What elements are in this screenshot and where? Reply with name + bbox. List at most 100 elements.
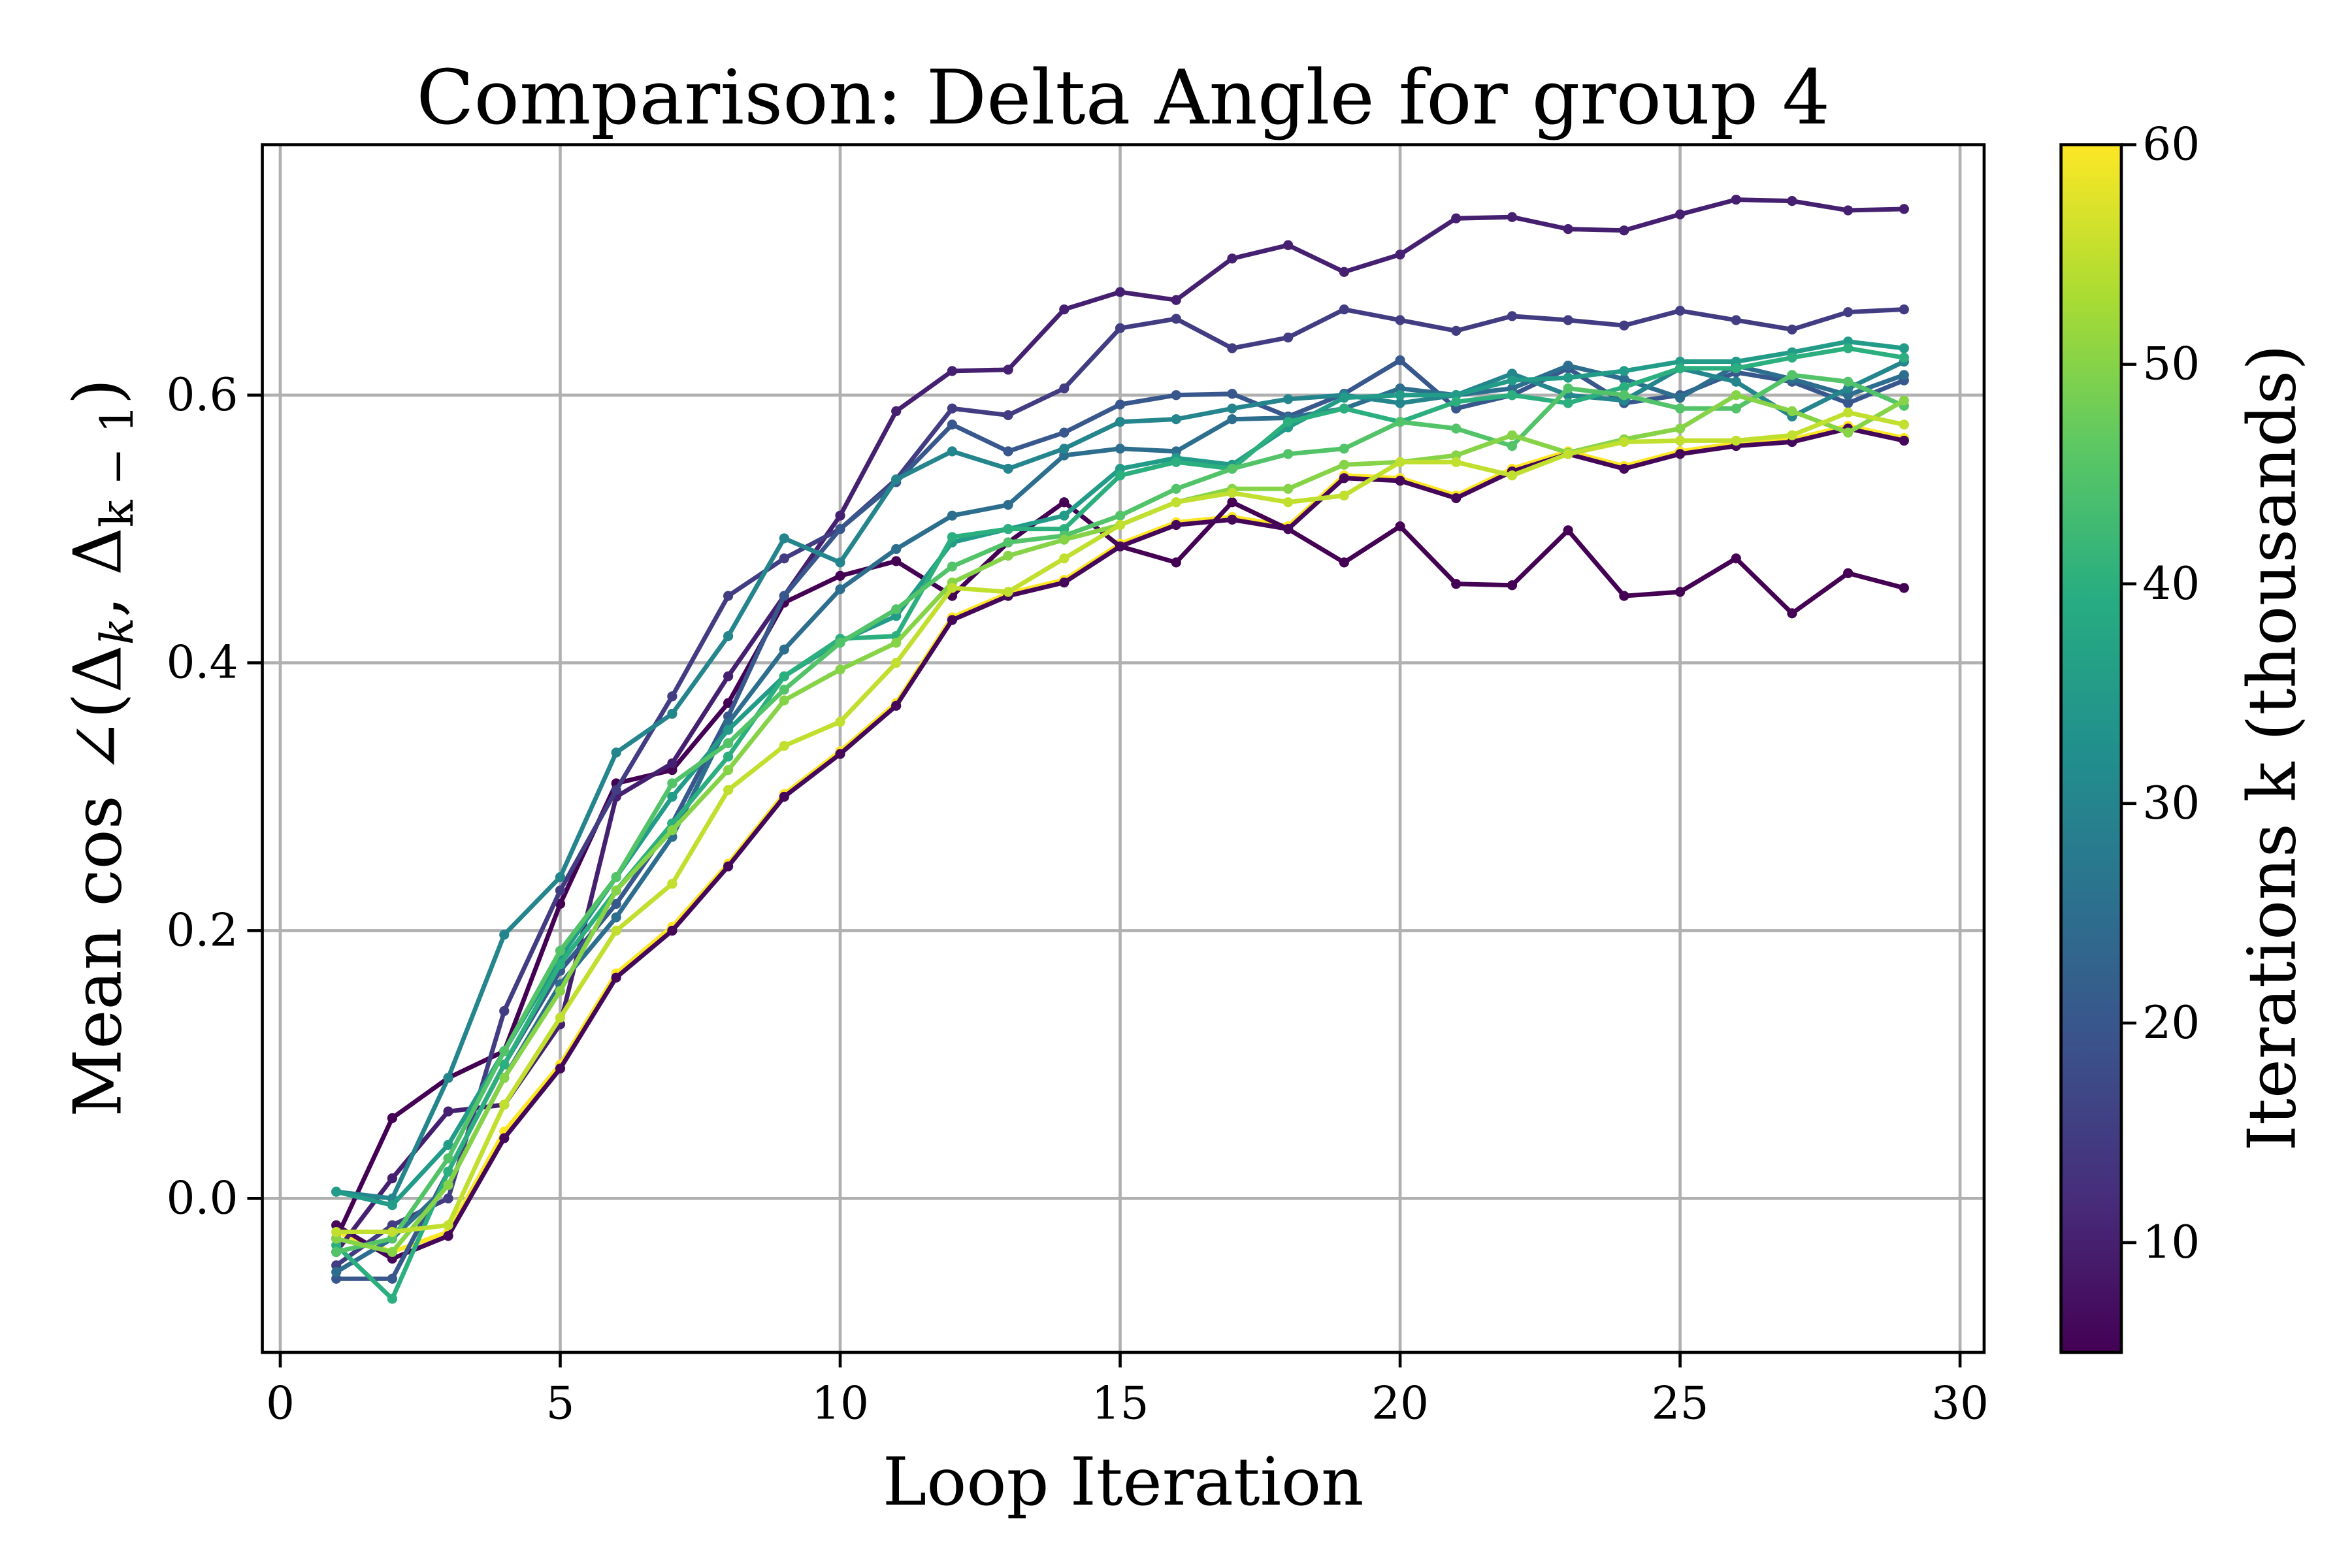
colorbar-tick-label: 10 [2142, 1217, 2200, 1269]
data-point [1339, 304, 1349, 315]
data-point [387, 1173, 397, 1184]
data-point [947, 532, 958, 542]
data-point [1395, 355, 1405, 366]
data-point [331, 1186, 342, 1197]
data-point [1227, 514, 1237, 525]
y-label-part: , Δ [59, 527, 137, 617]
x-tick-label: 20 [1371, 1378, 1429, 1430]
data-point [1563, 315, 1573, 325]
data-point [499, 1046, 510, 1056]
data-point [1227, 414, 1237, 425]
data-point [779, 791, 789, 802]
data-point [1339, 473, 1349, 483]
data-point [891, 657, 902, 668]
data-point [555, 898, 566, 909]
data-point [1227, 403, 1237, 414]
data-point [1059, 553, 1070, 564]
data-point [1059, 427, 1070, 438]
data-point [947, 403, 958, 414]
data-point [1115, 519, 1126, 531]
data-point [1003, 551, 1013, 561]
data-point [1563, 372, 1573, 383]
colorbar-tick-label: 50 [2142, 338, 2200, 391]
data-point [779, 533, 789, 544]
data-point [555, 1063, 566, 1074]
data-point [1563, 224, 1573, 235]
y-tick-label: 0.4 [167, 637, 238, 689]
data-point [443, 1106, 453, 1117]
data-point [1843, 407, 1854, 418]
colorbar [2059, 143, 2123, 1354]
data-point [499, 1005, 510, 1017]
y-tick-label: 0.0 [167, 1172, 238, 1224]
data-point [1339, 267, 1349, 277]
data-point [1674, 423, 1686, 434]
data-point [667, 879, 678, 889]
data-point [1339, 403, 1349, 414]
data-point [1171, 295, 1181, 305]
data-point [891, 700, 902, 711]
y-axis-label: Mean cos ∠(Δk, Δk − 1) [59, 379, 144, 1117]
data-point [443, 1231, 453, 1241]
x-tick-label: 10 [811, 1378, 869, 1430]
data-point [1899, 435, 1909, 446]
data-point [1674, 306, 1686, 316]
data-point [1619, 591, 1629, 601]
colorbar-ticks: 10 20 30 40 50 60 [2121, 119, 2200, 1269]
data-point [1003, 410, 1013, 421]
data-point [1674, 403, 1686, 414]
data-point [1619, 225, 1629, 236]
data-point [1507, 430, 1518, 440]
data-point [1619, 374, 1629, 384]
data-point [947, 583, 958, 593]
data-point [1003, 500, 1013, 510]
data-point [1003, 537, 1013, 547]
data-point [947, 366, 958, 376]
data-point [1339, 459, 1349, 470]
data-point [947, 419, 958, 430]
data-point [835, 717, 845, 727]
data-point [779, 684, 789, 695]
data-point [611, 747, 621, 758]
data-point [891, 406, 902, 416]
data-point [499, 1133, 510, 1143]
data-point [1507, 212, 1518, 222]
data-point [1843, 376, 1854, 387]
data-point [387, 1294, 397, 1304]
data-point [891, 556, 902, 566]
data-point [1059, 534, 1070, 545]
data-point [667, 691, 678, 702]
series-k-45 [331, 370, 1909, 1257]
data-point [1283, 524, 1294, 534]
data-point [1115, 444, 1126, 454]
data-point [555, 959, 566, 970]
data-point [555, 986, 566, 996]
data-point [1451, 457, 1462, 467]
data-point [611, 972, 621, 983]
data-point [1339, 444, 1349, 454]
data-point [1731, 435, 1741, 446]
data-point [1003, 365, 1013, 375]
data-point [331, 1226, 342, 1237]
data-point [667, 758, 678, 768]
data-point [1507, 311, 1518, 321]
y-tick-label: 0.2 [167, 905, 238, 957]
data-point [1171, 314, 1181, 324]
data-point [1059, 383, 1070, 394]
y-label-part: Mean cos ∠(Δ [59, 645, 137, 1117]
data-point [1395, 390, 1405, 400]
data-point [667, 708, 678, 719]
x-tick-label: 0 [266, 1378, 295, 1430]
data-point [1731, 315, 1741, 325]
data-point [1059, 497, 1070, 508]
colorbar-tick-label: 40 [2142, 558, 2200, 610]
data-point [1451, 325, 1462, 336]
x-axis-label: Loop Iteration [883, 1443, 1364, 1520]
data-point [1507, 390, 1518, 400]
data-point [1171, 390, 1181, 400]
data-point [555, 885, 566, 896]
data-point [1227, 497, 1237, 508]
data-point [1395, 417, 1405, 427]
data-point [443, 1180, 453, 1190]
data-point [1619, 436, 1629, 448]
